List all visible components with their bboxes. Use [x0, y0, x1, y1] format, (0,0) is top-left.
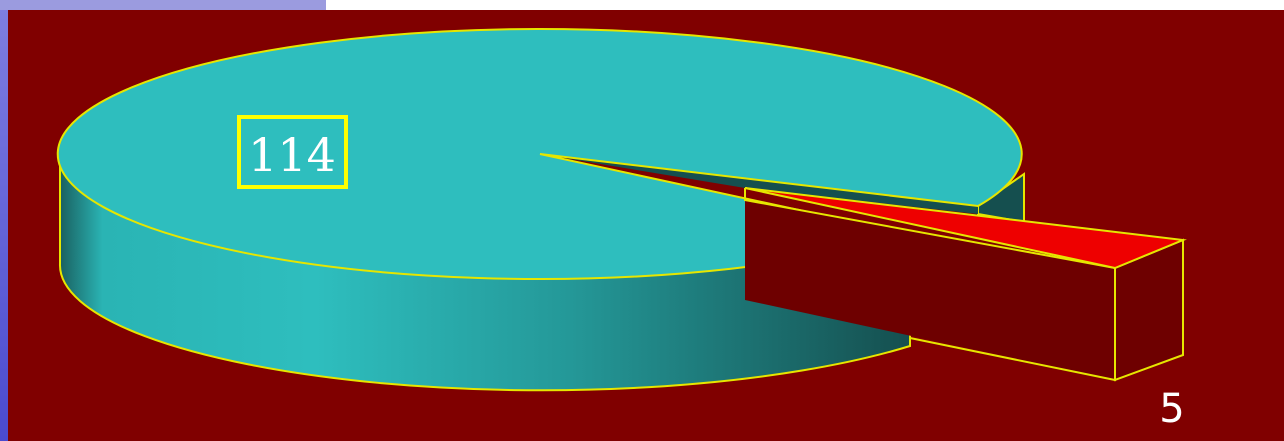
pie-slice-5-front-wall: [745, 188, 1115, 380]
slide-top-tab: [0, 0, 326, 10]
pie-slice-5: [744, 187, 1187, 270]
slide-left-strip: [0, 0, 8, 441]
slice-label-box-114: [237, 115, 348, 189]
pie-slice-114-cut-wall: [540, 154, 978, 214]
slice-label-5: 5: [1159, 386, 1184, 432]
slice-label-114: 114: [248, 128, 336, 182]
